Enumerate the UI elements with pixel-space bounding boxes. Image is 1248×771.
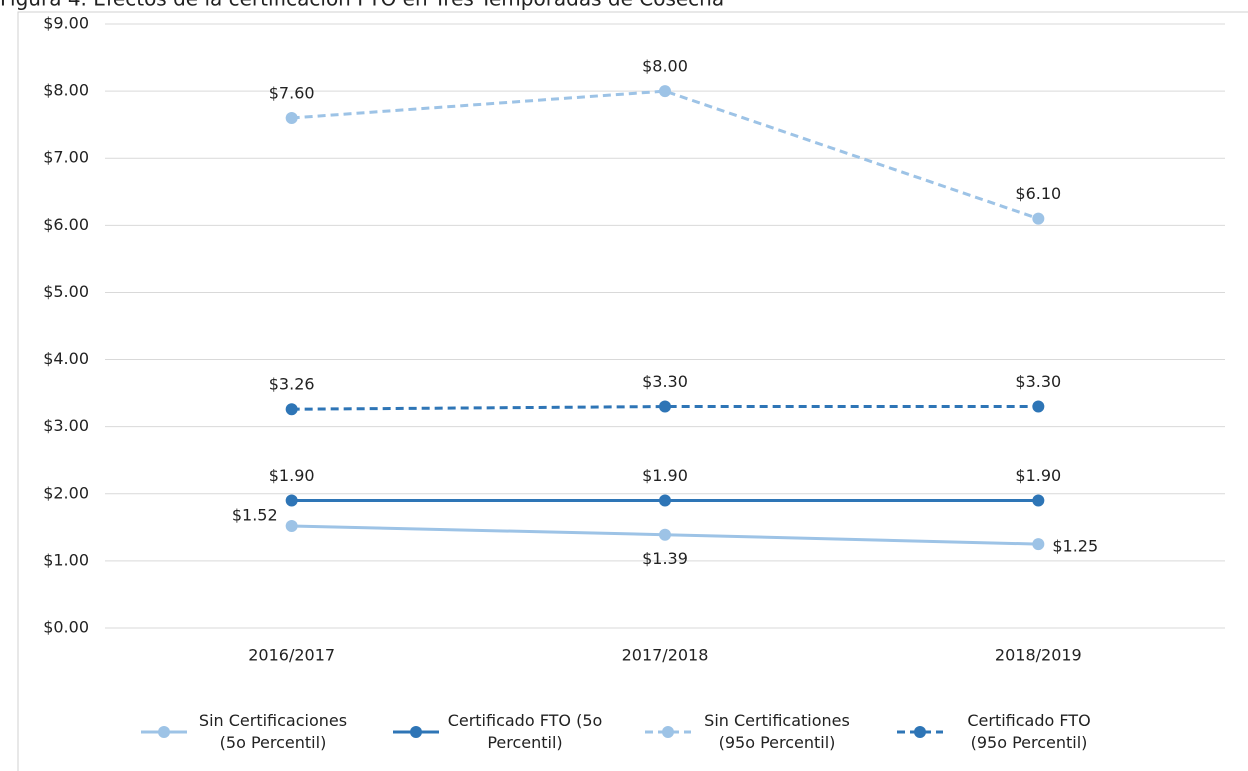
point — [659, 494, 671, 507]
legend-label: Certificado FTO (5o Percentil) — [447, 711, 603, 752]
series-line — [291, 405, 1039, 411]
legend-swatch — [897, 726, 943, 738]
legend-label: Certificado FTO (95o Percentil) — [967, 711, 1091, 752]
legend-label: Sin Certificaciones (5o Percentil) — [198, 711, 348, 752]
point — [1032, 538, 1045, 551]
x-tick-label: 2018/2019 — [995, 646, 1082, 665]
data-label: $3.30 — [1015, 372, 1061, 391]
series-line — [291, 89, 1039, 221]
point — [1032, 212, 1045, 225]
legend-marker — [662, 726, 674, 738]
y-tick-label: $7.00 — [43, 148, 89, 167]
data-label: $1.90 — [642, 466, 688, 485]
legend-swatch — [141, 726, 187, 738]
y-tick-label: $2.00 — [43, 483, 89, 502]
point — [659, 528, 671, 541]
x-tick-label: 2017/2018 — [622, 646, 709, 665]
chart-frame — [17, 11, 1248, 771]
y-tick-label: $4.00 — [43, 349, 89, 368]
point — [285, 111, 298, 124]
legend-marker — [410, 726, 422, 738]
data-label: $1.52 — [232, 505, 278, 524]
point — [1032, 400, 1045, 413]
legend-swatch — [393, 726, 439, 738]
data-label: $1.39 — [642, 549, 688, 568]
data-label: $8.00 — [642, 57, 688, 76]
point — [659, 400, 671, 413]
x-tick-label: 2016/2017 — [248, 646, 335, 665]
y-tick-label: $8.00 — [43, 81, 89, 100]
legend-item: Sin Certificationes (95o Percentil) — [643, 710, 857, 754]
legend-swatch — [645, 726, 691, 738]
data-label: $6.10 — [1015, 184, 1061, 203]
legend-marker — [158, 726, 170, 738]
legend: Sin Certificaciones (5o Percentil) Certif… — [0, 710, 1248, 754]
data-label: $7.60 — [269, 83, 315, 102]
point — [659, 85, 671, 98]
legend-label: Sin Certificationes (95o Percentil) — [704, 711, 850, 752]
y-tick-label: $5.00 — [43, 282, 89, 301]
legend-marker — [914, 726, 926, 738]
y-tick-label: $9.00 — [43, 14, 89, 33]
legend-item: Sin Certificaciones (5o Percentil) — [139, 710, 353, 754]
data-label: $1.25 — [1052, 537, 1098, 556]
point — [285, 494, 298, 507]
point — [285, 519, 298, 532]
legend-item: Certificado FTO (5o Percentil) — [391, 710, 605, 754]
data-label: $3.26 — [269, 375, 315, 394]
y-tick-label: $1.00 — [43, 550, 89, 569]
data-label: $1.90 — [1015, 466, 1061, 485]
data-label: $3.30 — [642, 372, 688, 391]
y-tick-label: $3.00 — [43, 416, 89, 435]
data-label: $1.90 — [269, 466, 315, 485]
legend-item: Certificado FTO (95o Percentil) — [895, 710, 1109, 754]
point — [285, 403, 298, 416]
chart-title: Figura 4. Efectos de la certificación FT… — [0, 0, 724, 11]
point — [1032, 494, 1045, 507]
y-tick-label: $6.00 — [43, 215, 89, 234]
y-tick-label: $0.00 — [43, 618, 89, 637]
